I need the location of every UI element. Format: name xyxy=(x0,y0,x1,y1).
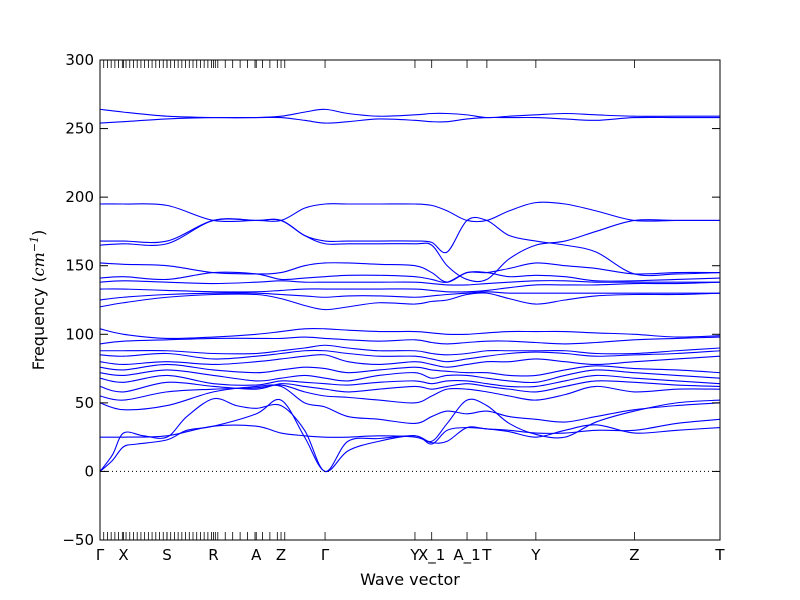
band-line-13 xyxy=(99,336,721,345)
band-line-22 xyxy=(100,216,721,277)
band-line-9 xyxy=(99,363,721,377)
x-tick-label: R xyxy=(208,546,218,564)
y-axis-label-prefix: Frequency ( xyxy=(29,276,48,370)
band-line-10 xyxy=(99,354,721,368)
band-line-16 xyxy=(99,291,720,301)
y-tick-label: 50 xyxy=(75,394,94,412)
band-line-19 xyxy=(99,271,721,283)
x-tick-label: Y xyxy=(530,546,541,564)
band-line-23 xyxy=(99,201,720,223)
x-tick-label: Z xyxy=(629,546,639,564)
band-line-14 xyxy=(99,327,721,340)
y-tick-label: 100 xyxy=(65,325,94,343)
x-tick-label: S xyxy=(162,546,172,564)
band-lines xyxy=(99,108,721,472)
band-line-3 xyxy=(99,418,721,444)
y-tick-label: 150 xyxy=(65,257,94,275)
band-line-7 xyxy=(99,374,721,388)
y-axis-label: Frequency (cm−1) xyxy=(28,230,48,371)
band-line-20 xyxy=(99,262,721,283)
band-line-1 xyxy=(99,398,721,472)
y-tick-label: 300 xyxy=(65,51,94,69)
x-tick-label: X xyxy=(118,546,128,564)
x-tick-label: Γ xyxy=(321,546,330,564)
x-tick-label: Z xyxy=(276,546,286,564)
x-axis-label: Wave vector xyxy=(360,570,460,589)
band-line-2 xyxy=(99,397,721,472)
x-tick-label: A xyxy=(251,546,262,564)
band-line-12 xyxy=(100,344,721,356)
y-axis-label-unit: cm xyxy=(29,252,48,276)
y-tick-label: 0 xyxy=(84,462,94,480)
plot-frame xyxy=(99,59,721,541)
y-axis-label-exponent: −1 xyxy=(28,236,41,252)
band-line-8 xyxy=(99,369,721,384)
band-line-6 xyxy=(99,380,721,393)
x-tick-label: T xyxy=(714,546,725,564)
y-tick-label: −50 xyxy=(62,531,94,549)
band-line-15 xyxy=(99,292,721,311)
band-line-25 xyxy=(99,108,721,119)
y-tick-label: 200 xyxy=(65,188,94,206)
y-tick-label: 250 xyxy=(65,120,94,138)
x-tick-label: X_1 xyxy=(418,546,445,565)
x-tick-label: Γ xyxy=(96,546,105,564)
x-tick-label: A_1 xyxy=(453,546,480,565)
axis-ticks xyxy=(99,59,721,541)
y-axis-label-suffix: ) xyxy=(29,230,48,236)
x-tick-label: Y xyxy=(409,546,420,564)
band-line-11 xyxy=(99,349,721,363)
band-line-18 xyxy=(99,280,720,286)
band-line-17 xyxy=(99,281,721,293)
x-tick-label: T xyxy=(481,546,492,564)
